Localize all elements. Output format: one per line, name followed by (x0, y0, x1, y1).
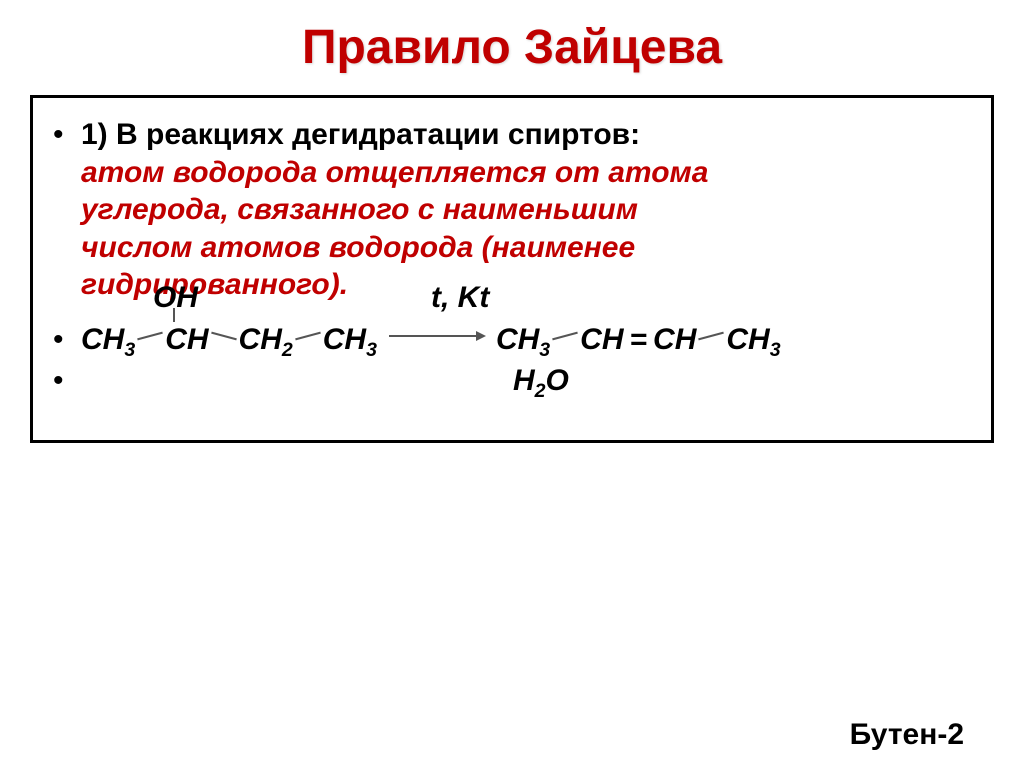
product-c4: CH3 (726, 316, 780, 364)
intro-text: 1) В реакциях дегидратации спиртов: (81, 118, 640, 151)
bond-icon (552, 331, 578, 340)
bond-icon (211, 331, 237, 340)
reaction-block: OH t, Kt CH3 CH CH2 CH3 CH3 CH (53, 316, 971, 364)
product-c1: CH3 (496, 316, 550, 364)
product-molecule: CH3 CH = CH CH3 (496, 316, 781, 364)
content-box: 1) В реакциях дегидратации спиртов: атом… (30, 95, 994, 443)
bond-icon (699, 331, 725, 340)
reaction-arrow-icon (389, 335, 484, 337)
rule-line-3: числом атомов водорода (наименее (81, 231, 635, 264)
double-bond: = (630, 316, 648, 364)
bond-icon (295, 331, 321, 340)
product-c2: CH (580, 316, 623, 364)
bond-icon (137, 331, 163, 340)
bullet-dot: • (53, 364, 64, 398)
reactant-c4: CH3 (323, 316, 377, 364)
slide: Правило Зайцева 1) В реакциях дегидратац… (0, 0, 1024, 768)
reactant-c2: CH (165, 316, 208, 364)
rule-line-4: гидрированного). (81, 268, 348, 301)
byproduct-water: H2O (513, 364, 569, 398)
reaction-row: CH3 CH CH2 CH3 CH3 CH = CH CH3 (81, 316, 971, 364)
product-c3: CH (653, 316, 696, 364)
substituent-oh: OH (153, 274, 198, 322)
reactant-c1: CH3 (81, 316, 135, 364)
slide-title: Правило Зайцева (30, 20, 994, 75)
reactant-c3: CH2 (239, 316, 293, 364)
rule-line-1: атом водорода отщепляется от атома (81, 156, 708, 189)
rule-line-2: углерода, связанного с наименьшим (81, 193, 638, 226)
reaction-conditions: t, Kt (431, 274, 489, 322)
product-name: Бутен-2 (850, 718, 964, 752)
byproduct-row: • H2O (53, 364, 971, 410)
reactant-molecule: CH3 CH CH2 CH3 (81, 316, 377, 364)
